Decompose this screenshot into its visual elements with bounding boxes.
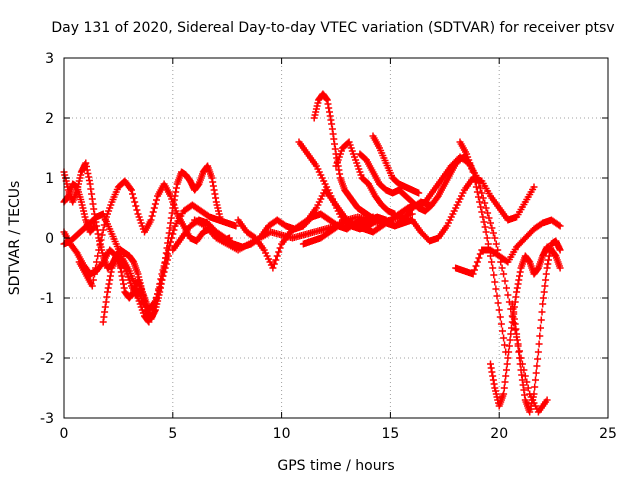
y-tick-label: 2 xyxy=(45,111,54,127)
series-arc-6 xyxy=(99,162,225,326)
series-arc-21 xyxy=(508,237,564,416)
series-marks xyxy=(299,156,464,248)
x-tick-label: 15 xyxy=(381,426,399,442)
series-arc-12 xyxy=(299,156,464,248)
y-tick-label: -1 xyxy=(40,291,54,307)
x-axis-label: GPS time / hours xyxy=(277,458,394,474)
series-marks xyxy=(508,237,564,416)
series-arc-10 xyxy=(310,90,379,224)
series-arc-18 xyxy=(456,138,510,356)
series-marks xyxy=(310,90,379,224)
y-tick-label: 3 xyxy=(45,51,54,67)
y-axis-label: SDTVAR / TECUs xyxy=(7,181,23,296)
y-ticks: -3 -2 -1 0 1 2 3 xyxy=(40,51,608,427)
series-arc-16 xyxy=(408,174,538,245)
y-tick-label: 1 xyxy=(45,171,54,187)
series-arc-15 xyxy=(369,132,423,197)
x-ticks: 0 5 10 15 20 25 xyxy=(60,58,617,442)
series-marks xyxy=(369,132,423,197)
series-layer xyxy=(60,90,564,416)
series-arc-20 xyxy=(452,216,564,278)
x-tick-label: 10 xyxy=(273,426,291,442)
y-tick-label: -3 xyxy=(40,411,54,427)
series-marks xyxy=(456,138,510,356)
chart-title: Day 131 of 2020, Sidereal Day-to-day VTE… xyxy=(51,20,614,36)
series-arc-13 xyxy=(332,138,399,218)
x-tick-label: 25 xyxy=(599,426,617,442)
x-tick-label: 20 xyxy=(490,426,508,442)
series-marks xyxy=(99,162,225,326)
x-tick-label: 5 xyxy=(168,426,177,442)
y-tick-label: 0 xyxy=(45,231,54,247)
series-marks xyxy=(332,138,399,218)
series-marks xyxy=(408,174,538,245)
y-tick-label: -2 xyxy=(40,351,54,367)
x-tick-label: 0 xyxy=(60,426,69,442)
series-marks xyxy=(452,216,564,278)
